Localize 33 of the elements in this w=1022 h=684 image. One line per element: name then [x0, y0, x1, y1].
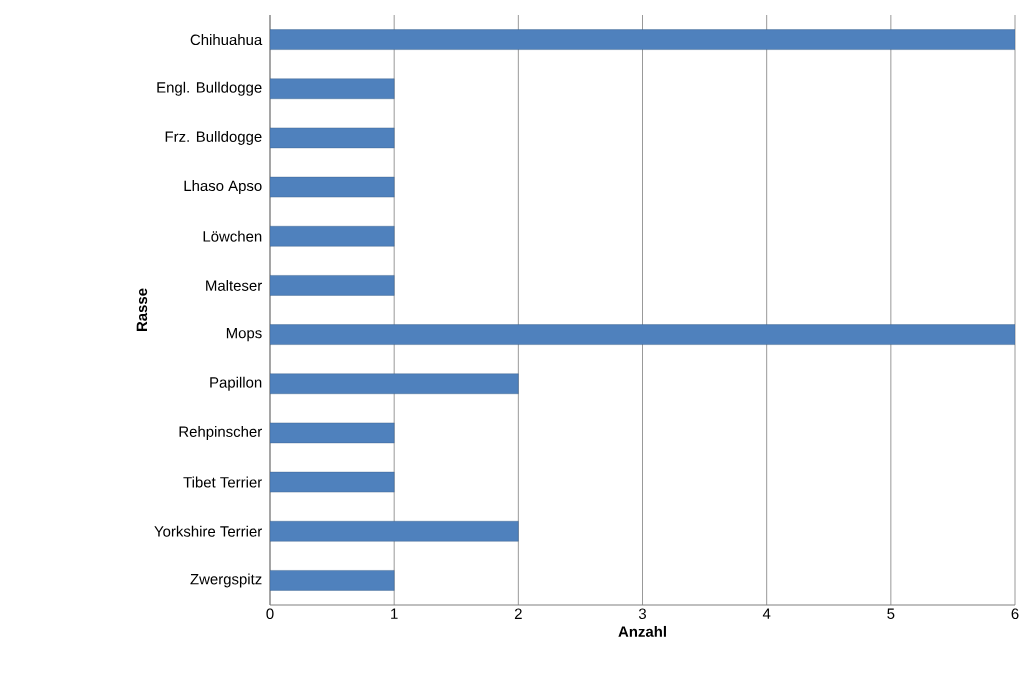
y-tick-label: Malteser: [206, 279, 262, 291]
x-tick-label: 0: [266, 608, 274, 620]
bar: [270, 29, 1016, 50]
bar: [270, 373, 519, 394]
y-tick-label: Chihuahua: [190, 34, 263, 46]
bar: [270, 226, 395, 247]
x-tick-label: 1: [391, 608, 398, 619]
y-tick-label: Papillon: [210, 376, 262, 391]
y-tick-label: Yorkshire Terrier: [154, 525, 262, 537]
bar: [270, 570, 395, 591]
y-tick-label: Löwchen: [203, 230, 262, 242]
y-tick-label: Zwergspitz: [190, 573, 262, 588]
y-tick-label: Lhaso Apso: [184, 180, 262, 195]
bar: [270, 176, 395, 198]
x-axis-title: Anzahl: [618, 625, 666, 637]
bar: [270, 471, 395, 493]
bar: [270, 127, 395, 149]
y-tick-label: Rehpinscher: [179, 425, 262, 440]
x-tick-label: 2: [514, 608, 522, 619]
x-tick-label: 6: [1011, 608, 1019, 620]
y-tick-label: Frz. Bulldogge: [165, 130, 262, 145]
y-tick-label: Engl. Bulldogge: [157, 81, 262, 96]
bar: [270, 78, 395, 99]
x-tick-label: 4: [762, 608, 771, 619]
x-tick-label: 3: [638, 608, 647, 620]
bar: [270, 521, 519, 542]
x-tick-label: 5: [887, 608, 895, 619]
y-axis-title: Rasse: [136, 288, 148, 332]
bar: [270, 275, 395, 296]
bar: [270, 324, 1016, 345]
y-tick-label: Mops: [226, 327, 262, 342]
y-tick-label: Tibet Terrier: [183, 476, 262, 488]
bar: [270, 422, 395, 444]
